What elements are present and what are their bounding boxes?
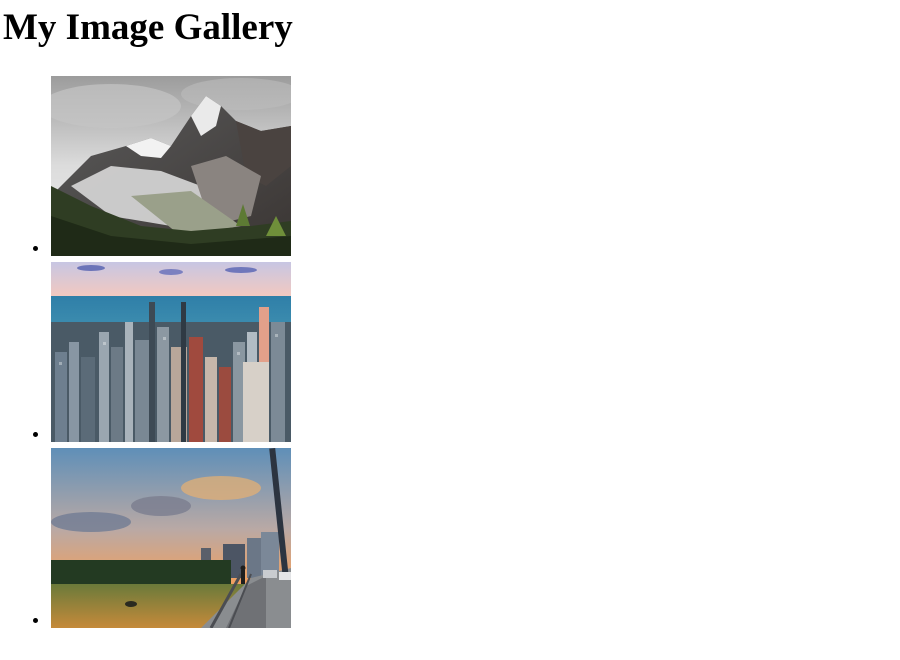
list-bullet: [33, 246, 38, 251]
gallery-item: [0, 76, 320, 256]
list-bullet: [33, 432, 38, 437]
gallery-item: [0, 448, 320, 628]
image-gallery-list: [0, 76, 320, 634]
gallery-item: [0, 262, 320, 442]
sunset-photo: [51, 448, 291, 628]
city-photo: [51, 262, 291, 442]
list-bullet: [33, 618, 38, 623]
mountain-photo: [51, 76, 291, 256]
page-title: My Image Gallery: [3, 7, 293, 48]
